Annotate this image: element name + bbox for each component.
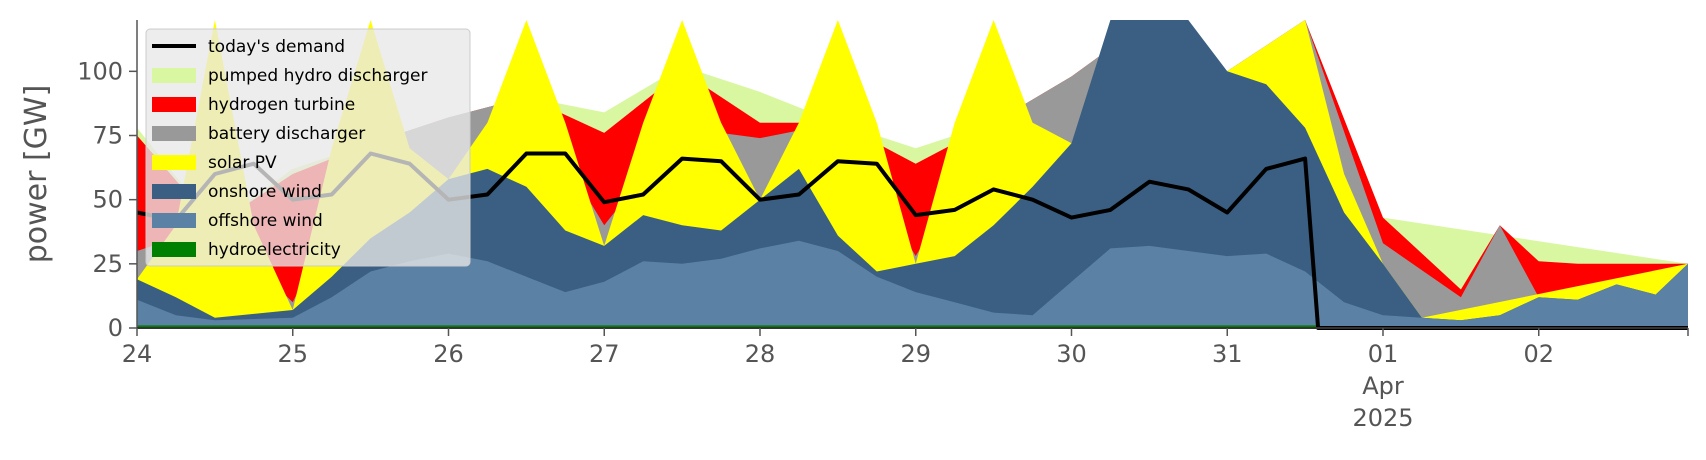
x-tick-label: 01 (1368, 340, 1399, 368)
legend-label-solar-pv: solar PV (208, 153, 277, 173)
legend-swatch-hydroelectricity (152, 242, 196, 257)
legend-swatch-onshore-wind (152, 184, 196, 199)
x-tick-label: 29 (900, 340, 931, 368)
x-tick-label: 30 (1056, 340, 1087, 368)
x-tick-label: 27 (589, 340, 620, 368)
area-offshore-wind (137, 240, 1688, 328)
x-tick-label: 26 (433, 340, 464, 368)
y-tick-label: 75 (92, 122, 123, 150)
x-tick-label: 31 (1212, 340, 1243, 368)
legend-swatch-hydrogen-turbine (152, 97, 196, 112)
axes: 0 25 50 75 100 24 25 26 27 28 29 30 31 01 Apr 2025 02 pow… (19, 20, 1689, 432)
legend-label-pumped-hydro-discharger: pumped hydro discharger (208, 66, 427, 86)
legend-swatch-offshore-wind (152, 213, 196, 228)
x-tick-label: 25 (277, 340, 308, 368)
y-tick-label: 25 (92, 250, 123, 278)
x-tick-label: 02 (1523, 340, 1554, 368)
legend-label-hydroelectricity: hydroelectricity (208, 240, 341, 260)
area-onshore-wind (137, 20, 1688, 328)
legend: today's demand pumped hydro discharger hyd… (145, 28, 471, 267)
x-tick-label: 28 (745, 340, 776, 368)
x-tick-label: Apr (1362, 372, 1404, 400)
y-axis-label: power [GW] (19, 85, 54, 264)
legend-label-today-s-demand: today's demand (208, 37, 345, 57)
y-tick-label: 100 (77, 57, 123, 85)
legend-swatch-battery-discharger (152, 126, 196, 141)
legend-swatch-solar-pv (152, 155, 196, 170)
legend-frame (145, 28, 471, 267)
x-tick-label: 2025 (1352, 404, 1413, 432)
area-series-group (137, 20, 1688, 328)
y-tick-label: 0 (108, 314, 123, 342)
x-tick-label: 24 (122, 340, 153, 368)
legend-swatch-pumped-hydro-discharger (152, 68, 196, 83)
legend-label-offshore-wind: offshore wind (208, 211, 323, 231)
legend-label-hydrogen-turbine: hydrogen turbine (208, 95, 355, 115)
y-tick-label: 50 (92, 186, 123, 214)
legend-label-battery-discharger: battery discharger (208, 124, 365, 144)
legend-label-onshore-wind: onshore wind (208, 182, 322, 202)
